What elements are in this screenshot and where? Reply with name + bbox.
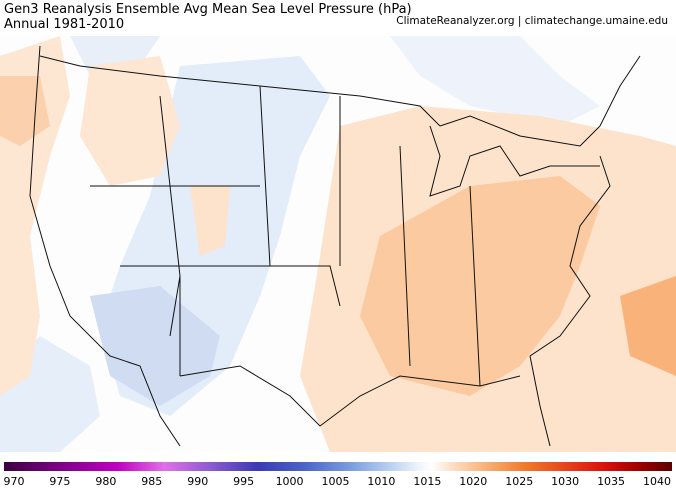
colorbar-tick-label: 980 [95, 475, 116, 488]
colorbar-tick-label: 1005 [322, 475, 350, 488]
colorbar-tick-label: 990 [187, 475, 208, 488]
colorbar-tick-label: 1015 [413, 475, 441, 488]
colorbar-tick-label: 985 [141, 475, 162, 488]
colorbar-tick-label: 970 [4, 475, 25, 488]
source: ClimateReanalyzer.org | climatechange.um… [396, 15, 668, 27]
title: Gen3 Reanalysis Ensemble Avg Mean Sea Le… [4, 2, 412, 17]
subtitle: Annual 1981-2010 [4, 17, 125, 32]
colorbar [4, 462, 672, 471]
colorbar-tick-label: 1040 [643, 475, 671, 488]
colorbar-tick-label: 1010 [367, 475, 395, 488]
colorbar-tick-label: 1035 [597, 475, 625, 488]
colorbar-tick-label: 1000 [276, 475, 304, 488]
map [0, 36, 676, 452]
colorbar-tick-label: 975 [49, 475, 70, 488]
colorbar-tick-label: 1025 [505, 475, 533, 488]
colorbar-ticks: 970 975 980 985 990 995 1000 1005 1010 1015 1020 10… [4, 475, 672, 488]
colorbar-tick-label: 1030 [551, 475, 579, 488]
colorbar-tick-label: 995 [233, 475, 254, 488]
colorbar-tick-label: 1020 [459, 475, 487, 488]
